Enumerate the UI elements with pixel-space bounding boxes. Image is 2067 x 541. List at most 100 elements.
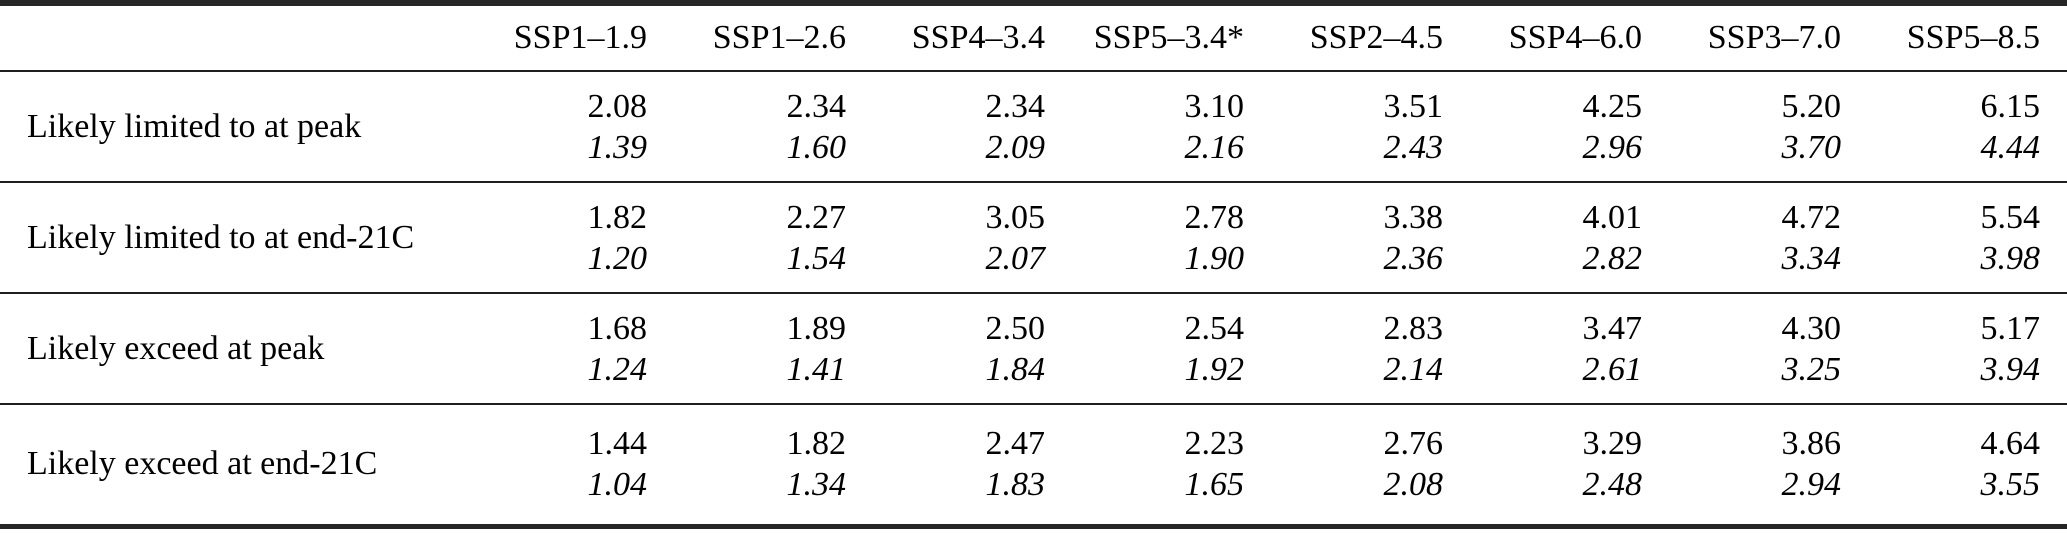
- upright-value: 6.15: [1980, 87, 2041, 125]
- italic-value: 1.34: [786, 466, 847, 504]
- italic-value: 2.82: [1582, 239, 1643, 277]
- italic-value: 2.96: [1582, 128, 1643, 166]
- italic-value: 3.70: [1781, 128, 1842, 166]
- value-cell: 1.44 1.04: [475, 403, 674, 526]
- column-header-ssp2-45: SSP2–4.5: [1271, 3, 1470, 72]
- column-header-ssp1-26: SSP1–2.6: [674, 3, 873, 72]
- upright-value: 2.23: [1184, 425, 1245, 463]
- upright-value: 3.38: [1383, 198, 1444, 236]
- italic-value: 2.14: [1383, 350, 1444, 388]
- value-cell: 4.25 2.96: [1470, 71, 1669, 182]
- upright-value: 1.89: [786, 309, 847, 347]
- table-row-likely-limited-end21c: Likely limited to at end-21C 1.82 1.20 2.…: [0, 181, 2067, 293]
- italic-value: 1.84: [985, 350, 1046, 388]
- value-cell: 2.23 1.65: [1072, 403, 1271, 526]
- value-cell: 3.86 2.94: [1669, 403, 1868, 526]
- upright-value: 3.10: [1184, 87, 1245, 125]
- italic-value: 3.34: [1781, 239, 1842, 277]
- italic-value: 4.44: [1980, 128, 2041, 166]
- upright-value: 2.54: [1184, 309, 1245, 347]
- value-cell: 5.20 3.70: [1669, 71, 1868, 182]
- value-cell: 2.47 1.83: [873, 403, 1072, 526]
- ssp-warming-table: SSP1–1.9 SSP1–2.6 SSP4–3.4 SSP5–3.4* SSP…: [0, 0, 2067, 529]
- italic-value: 2.09: [985, 128, 1046, 166]
- value-cell: 4.64 3.55: [1868, 403, 2067, 526]
- value-cell: 2.78 1.90: [1072, 181, 1271, 293]
- value-cell: 1.82 1.20: [475, 181, 674, 293]
- value-cell: 3.10 2.16: [1072, 71, 1271, 182]
- upright-value: 5.20: [1781, 87, 1842, 125]
- upright-value: 3.47: [1582, 309, 1643, 347]
- value-cell: 2.50 1.84: [873, 292, 1072, 404]
- upright-value: 3.05: [985, 198, 1046, 236]
- upright-value: 1.68: [587, 309, 648, 347]
- upright-value: 2.34: [985, 87, 1046, 125]
- italic-value: 1.90: [1184, 239, 1245, 277]
- value-cell: 6.15 4.44: [1868, 71, 2067, 182]
- row-label: Likely limited to at end-21C: [0, 181, 475, 293]
- upright-value: 4.72: [1781, 198, 1842, 236]
- italic-value: 3.25: [1781, 350, 1842, 388]
- table-row-likely-limited-peak: Likely limited to at peak 2.08 1.39 2.34 1…: [0, 71, 2067, 182]
- upright-value: 2.50: [985, 309, 1046, 347]
- value-cell: 2.27 1.54: [674, 181, 873, 293]
- value-cell: 3.47 2.61: [1470, 292, 1669, 404]
- corner-cell: [0, 3, 475, 72]
- value-cell: 2.54 1.92: [1072, 292, 1271, 404]
- row-label: Likely exceed at peak: [0, 292, 475, 404]
- italic-value: 3.94: [1980, 350, 2041, 388]
- row-label: Likely limited to at peak: [27, 107, 362, 145]
- upright-value: 3.51: [1383, 87, 1444, 125]
- italic-value: 1.04: [587, 466, 648, 504]
- column-header-ssp4-60: SSP4–6.0: [1470, 3, 1669, 72]
- italic-value: 1.24: [587, 350, 648, 388]
- upright-value: 3.29: [1582, 425, 1643, 463]
- italic-value: 3.55: [1980, 466, 2041, 504]
- upright-value: 2.47: [985, 425, 1046, 463]
- italic-value: 2.07: [985, 239, 1046, 277]
- column-header-ssp5-85: SSP5–8.5: [1868, 3, 2067, 72]
- upright-value: 2.27: [786, 198, 847, 236]
- value-cell: 3.05 2.07: [873, 181, 1072, 293]
- upright-value: 3.86: [1781, 425, 1842, 463]
- upright-value: 2.08: [587, 87, 648, 125]
- table-row-likely-exceed-end21c: Likely exceed at end-21C 1.44 1.04 1.82 1.…: [0, 403, 2067, 526]
- value-cell: 4.01 2.82: [1470, 181, 1669, 293]
- upright-value: 5.17: [1980, 309, 2041, 347]
- value-cell: 3.51 2.43: [1271, 71, 1470, 182]
- value-cell: 2.76 2.08: [1271, 403, 1470, 526]
- header-row: SSP1–1.9 SSP1–2.6 SSP4–3.4 SSP5–3.4* SSP…: [0, 3, 2067, 72]
- italic-value: 1.60: [786, 128, 847, 166]
- italic-value: 1.54: [786, 239, 847, 277]
- upright-value: 1.82: [587, 198, 648, 236]
- upright-value: 2.83: [1383, 309, 1444, 347]
- value-cell: 2.83 2.14: [1271, 292, 1470, 404]
- value-cell: 2.34 2.09: [873, 71, 1072, 182]
- italic-value: 1.39: [587, 128, 648, 166]
- italic-value: 1.83: [985, 466, 1046, 504]
- value-cell: 5.17 3.94: [1868, 292, 2067, 404]
- value-cell: 2.34 1.60: [674, 71, 873, 182]
- upright-value: 2.34: [786, 87, 847, 125]
- upright-value: 4.64: [1980, 425, 2041, 463]
- value-cell: 1.82 1.34: [674, 403, 873, 526]
- italic-value: 1.20: [587, 239, 648, 277]
- italic-value: 2.94: [1781, 466, 1842, 504]
- column-header-ssp4-34: SSP4–3.4: [873, 3, 1072, 72]
- upright-value: 5.54: [1980, 198, 2041, 236]
- upright-value: 2.78: [1184, 198, 1245, 236]
- value-cell: 4.30 3.25: [1669, 292, 1868, 404]
- row-label: Likely exceed at end-21C: [0, 403, 475, 526]
- italic-value: 2.36: [1383, 239, 1444, 277]
- italic-value: 2.61: [1582, 350, 1643, 388]
- upright-value: 1.44: [587, 425, 648, 463]
- value-cell: 1.89 1.41: [674, 292, 873, 404]
- upright-value: 4.30: [1781, 309, 1842, 347]
- italic-value: 2.43: [1383, 128, 1444, 166]
- value-cell: 5.54 3.98: [1868, 181, 2067, 293]
- value-cell: 4.72 3.34: [1669, 181, 1868, 293]
- column-header-ssp1-19: SSP1–1.9: [475, 3, 674, 72]
- italic-value: 2.48: [1582, 466, 1643, 504]
- value-cell: 3.38 2.36: [1271, 181, 1470, 293]
- upright-value: 2.76: [1383, 425, 1444, 463]
